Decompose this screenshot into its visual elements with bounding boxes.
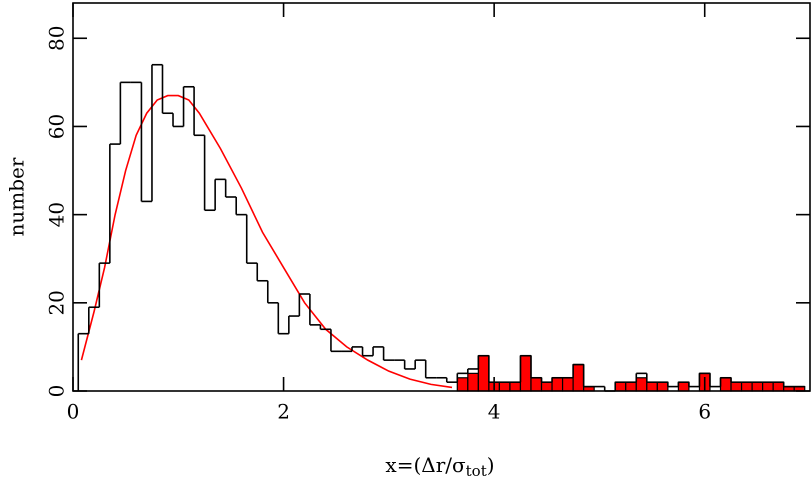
y-tick-label: 80 [45, 26, 69, 51]
y-tick-label: 20 [45, 290, 69, 315]
hist-bar [762, 381, 774, 392]
hist-bar [625, 381, 637, 392]
y-axis-label: number [5, 157, 29, 236]
y-tick-label: 40 [45, 202, 69, 227]
hist-bar [635, 377, 648, 392]
x-tick-label: 4 [488, 400, 501, 424]
hist-bar [719, 377, 732, 392]
x-label-main: x=(Δr/σ [385, 453, 466, 477]
x-label-end: ) [487, 453, 495, 477]
hist-bar [656, 381, 669, 392]
hist-bar [730, 381, 743, 392]
hist-bar [498, 381, 511, 392]
hist-bar [572, 363, 585, 392]
plot-frame [72, 2, 811, 392]
hist-bar [740, 381, 753, 392]
hist-bar [751, 381, 764, 392]
x-label-sub: tot [466, 462, 487, 480]
hist-bar [677, 381, 690, 392]
hist-bar [456, 377, 469, 392]
x-tick-label: 0 [67, 400, 80, 424]
hist-bar [646, 381, 658, 392]
hist-bar [477, 355, 490, 392]
hist-bar [772, 381, 785, 392]
hist-bar [530, 377, 543, 392]
x-axis-label: x=(Δr/σtot) [385, 453, 494, 481]
hist-bar [614, 381, 627, 392]
y-tick-label: 60 [45, 114, 69, 139]
hist-bar [561, 377, 574, 392]
hist-bar [519, 355, 532, 392]
hist-bar [551, 377, 564, 392]
x-tick-label: 2 [277, 400, 290, 424]
hist-bar [509, 381, 522, 392]
hist-bar [467, 372, 479, 392]
hist-bar [540, 381, 553, 392]
y-tick-label: 0 [45, 385, 69, 398]
x-tick-label: 6 [698, 400, 711, 424]
fit-curve [80, 94, 453, 389]
